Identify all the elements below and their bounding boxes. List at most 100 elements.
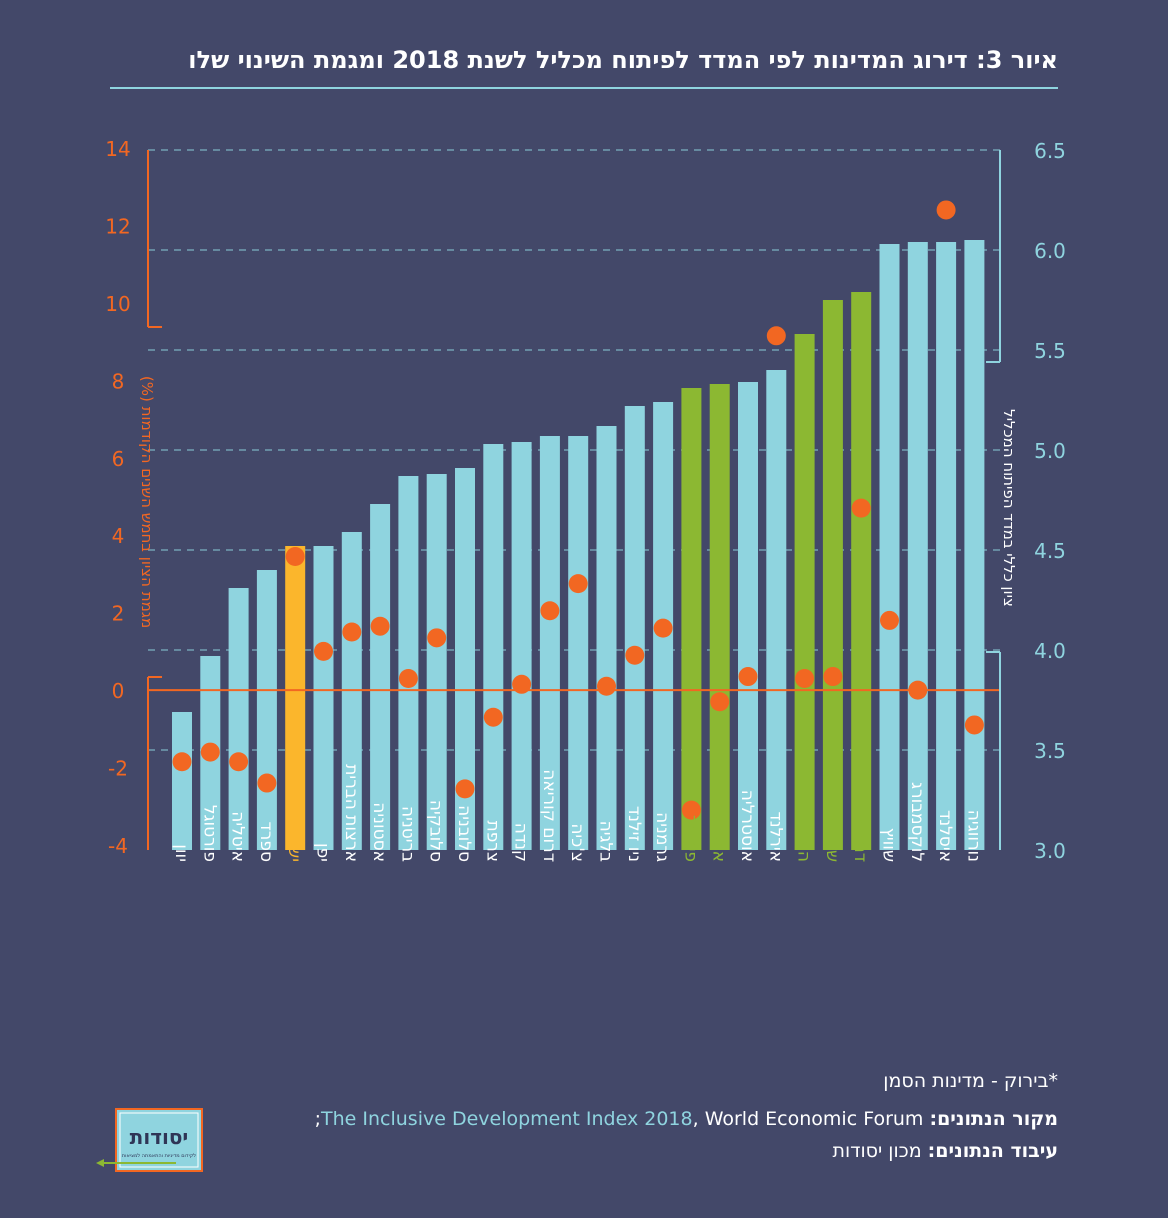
trend-dot bbox=[427, 628, 447, 648]
bar bbox=[539, 436, 560, 850]
left-tick-label: -4 bbox=[108, 834, 128, 858]
category-label: לוקסמבורג bbox=[907, 782, 927, 862]
right-tick-label: 6.5 bbox=[1034, 139, 1066, 163]
left-tick-label: 12 bbox=[105, 214, 130, 238]
category-label: ניו זילנד bbox=[624, 806, 644, 862]
category-label: ארצות הברית bbox=[341, 764, 361, 862]
bar bbox=[738, 382, 758, 850]
category-label: יוון bbox=[171, 844, 191, 862]
trend-dot bbox=[200, 742, 220, 762]
chart-title: איור 3: דירוג המדינות לפי המדד לפיתוח מכ… bbox=[188, 46, 1058, 74]
source-end: ; bbox=[314, 1108, 322, 1130]
trend-dot bbox=[257, 773, 277, 793]
trend-dot bbox=[540, 601, 560, 621]
bar bbox=[709, 384, 730, 850]
right-axis-title: ציון כללי במדד הפיתוח המכליל bbox=[1000, 409, 1018, 607]
category-label: איטליה bbox=[228, 811, 248, 862]
bar-chart: 14 12 10 8 6 4 2 0 -2 -4 מגמת הציון בחמש השנים הקו… bbox=[105, 137, 1066, 863]
bar bbox=[285, 546, 306, 850]
category-label: בלגיה bbox=[596, 821, 616, 863]
bar bbox=[794, 334, 815, 850]
left-axis-title: מגמת הציון בחמש השנים הקודמות (%) bbox=[138, 376, 156, 628]
left-tick-label: 2 bbox=[112, 602, 125, 626]
bar bbox=[568, 436, 589, 850]
title-underline bbox=[110, 87, 1058, 89]
trend-dot bbox=[172, 752, 192, 772]
right-tick-label: 4.0 bbox=[1034, 639, 1066, 663]
trend-dot bbox=[314, 641, 333, 661]
trend-dot bbox=[738, 667, 758, 687]
source-publisher: , World Economic Forum bbox=[692, 1108, 924, 1130]
trend-dot bbox=[370, 616, 390, 636]
left-tick-label: -2 bbox=[108, 757, 128, 781]
category-label: קנדה bbox=[511, 823, 531, 862]
category-label: שוויץ bbox=[879, 828, 899, 862]
category-label: בריטניה bbox=[397, 806, 417, 862]
left-tick-label: 10 bbox=[105, 292, 130, 316]
yesodot-logo: יסודות לקידום מדיניות והתאמתה למציאות bbox=[96, 1108, 203, 1172]
category-label: אסטוניה bbox=[369, 802, 389, 862]
right-tick-label: 4.5 bbox=[1034, 539, 1066, 563]
category-label: אוסטריה bbox=[709, 799, 729, 862]
bar bbox=[172, 712, 192, 850]
bar bbox=[766, 370, 787, 850]
bar bbox=[511, 442, 532, 850]
trend-dot bbox=[229, 752, 249, 772]
svg-text:לקידום מדיניות והתאמתה למציאות: לקידום מדיניות והתאמתה למציאות bbox=[122, 1153, 196, 1159]
bar bbox=[313, 546, 334, 850]
right-tick-label: 3.0 bbox=[1034, 839, 1066, 863]
category-label: נורווגיה bbox=[963, 810, 983, 862]
bar bbox=[936, 242, 957, 850]
category-label: ספרד bbox=[256, 821, 276, 862]
bar bbox=[851, 292, 872, 850]
trend-dot bbox=[964, 715, 984, 735]
bar bbox=[426, 474, 447, 850]
source-line: מקור הנתונים: The Inclusive Development … bbox=[315, 1108, 1058, 1130]
trend-dot bbox=[710, 692, 730, 712]
bar bbox=[681, 388, 702, 850]
bar bbox=[398, 476, 419, 850]
category-label: אוסטרליה bbox=[737, 790, 757, 862]
left-tick-label: 4 bbox=[112, 524, 125, 548]
category-label: גרמניה bbox=[652, 812, 672, 862]
right-tick-label: 6.0 bbox=[1034, 239, 1066, 263]
svg-text:יסודות: יסודות bbox=[130, 1125, 189, 1149]
trend-dot bbox=[880, 610, 899, 630]
category-label: יפן bbox=[313, 843, 333, 862]
bar bbox=[228, 588, 249, 850]
right-tick-label: 5.0 bbox=[1034, 439, 1066, 463]
category-label: הולנד bbox=[794, 821, 814, 863]
category-label: שוודיה bbox=[822, 817, 842, 863]
category-label: דרום קוריאה bbox=[539, 769, 559, 862]
bar bbox=[256, 570, 277, 850]
processing-value: מכון יסודות bbox=[832, 1140, 922, 1162]
processing-label: עיבוד הנתונים: bbox=[927, 1140, 1058, 1162]
source-link[interactable]: The Inclusive Development Index 2018 bbox=[321, 1108, 693, 1130]
category-label: צ'כיה bbox=[567, 823, 587, 862]
left-tick-label: 0 bbox=[112, 679, 125, 703]
trend-dot bbox=[342, 622, 362, 642]
category-label: ישראל bbox=[284, 816, 304, 862]
trend-dot bbox=[512, 674, 532, 694]
bar bbox=[370, 504, 391, 850]
trend-dot bbox=[908, 680, 928, 700]
right-tick-label: 5.5 bbox=[1034, 339, 1066, 363]
trend-dot bbox=[597, 676, 616, 696]
trend-dot bbox=[285, 547, 305, 567]
bar bbox=[822, 300, 843, 850]
trend-dot bbox=[653, 618, 673, 638]
bar bbox=[624, 406, 645, 850]
bar bbox=[907, 242, 928, 850]
trend-dot bbox=[681, 800, 701, 820]
category-label: צרפת bbox=[482, 821, 502, 862]
category-label: פינלנד bbox=[680, 815, 700, 862]
trend-dot bbox=[483, 707, 503, 727]
category-label: סלובניה bbox=[454, 805, 474, 862]
legend-note: *בירוק - מדינות הסמן bbox=[883, 1070, 1058, 1092]
trend-dot bbox=[936, 200, 956, 220]
trend-dot bbox=[398, 668, 418, 688]
trend-dot bbox=[795, 668, 815, 688]
category-label: פורטוגל bbox=[199, 805, 219, 862]
category-label: אירלנד bbox=[765, 811, 785, 862]
trend-dot bbox=[766, 326, 786, 346]
